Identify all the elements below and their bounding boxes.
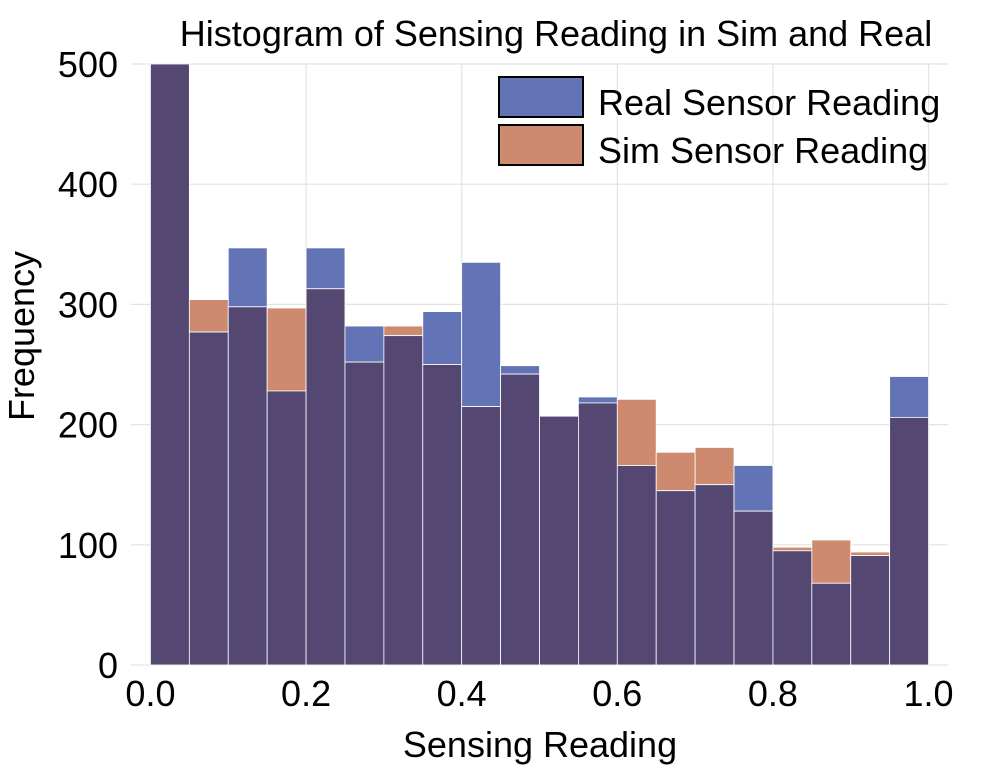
bar-overlap <box>694 484 735 666</box>
bar-real-excess <box>305 247 346 290</box>
bar-overlap <box>655 490 696 666</box>
bar-overlap <box>616 465 657 666</box>
y-tick-label: 400 <box>58 164 118 205</box>
y-tick-label: 100 <box>58 525 118 566</box>
bar-sim-excess <box>811 539 852 584</box>
y-tick-labels: 0 100 200 300 400 500 <box>58 44 118 686</box>
bar-overlap <box>383 335 424 666</box>
bar-real-excess <box>578 396 618 404</box>
x-tick-label: 0.6 <box>592 673 642 714</box>
bar-sim-excess <box>188 299 229 333</box>
x-tick-label: 0.0 <box>125 673 175 714</box>
y-tick-label: 300 <box>58 284 118 325</box>
bar-real-excess <box>500 365 540 375</box>
x-tick-labels: 0.0 0.2 0.4 0.6 0.8 1.0 <box>125 673 953 714</box>
y-tick-label: 500 <box>58 44 118 85</box>
bar-real-excess <box>461 261 501 407</box>
bar-sim-excess <box>655 451 696 492</box>
bar-overlap <box>500 373 540 666</box>
legend-label-sim: Sim Sensor Reading <box>598 130 928 171</box>
histogram-bars <box>150 63 929 666</box>
bar-real-excess <box>733 465 774 512</box>
bar-overlap <box>578 402 618 666</box>
legend-swatch-sim <box>498 124 584 166</box>
x-axis-label: Sensing Reading <box>403 724 677 765</box>
bar-sim-excess <box>850 551 891 557</box>
x-tick-label: 1.0 <box>904 673 954 714</box>
bar-real-excess <box>227 247 268 308</box>
y-tick-label: 0 <box>98 645 118 686</box>
bar-overlap <box>461 406 501 666</box>
bar-sim-excess <box>772 546 813 552</box>
bar-real-excess <box>422 311 463 365</box>
bar-real-excess <box>344 325 385 363</box>
legend-label-real: Real Sensor Reading <box>598 82 940 123</box>
bar-overlap <box>305 288 346 666</box>
bar-overlap <box>188 331 229 666</box>
bar-sim-excess <box>383 325 424 337</box>
x-tick-label: 0.8 <box>748 673 798 714</box>
legend: Real Sensor Reading Sim Sensor Reading <box>498 76 940 171</box>
bar-real-excess <box>889 376 929 418</box>
bar-sim-excess <box>616 398 657 466</box>
bar-overlap <box>344 361 385 666</box>
bar-overlap <box>422 364 463 666</box>
x-tick-label: 0.4 <box>437 673 487 714</box>
bar-overlap <box>150 63 190 666</box>
chart-title: Histogram of Sensing Reading in Sim and … <box>180 13 932 54</box>
bar-overlap <box>889 416 929 666</box>
y-axis-label: Frequency <box>1 251 42 421</box>
bar-sim-excess <box>266 307 307 392</box>
bar-overlap <box>733 510 774 666</box>
bar-overlap <box>227 306 268 666</box>
bar-overlap <box>811 582 852 666</box>
bar-overlap <box>539 415 579 666</box>
bar-overlap <box>772 550 813 666</box>
bar-sim-excess <box>694 447 735 486</box>
bar-overlap <box>266 390 307 666</box>
y-tick-label: 200 <box>58 405 118 446</box>
legend-swatch-real <box>498 76 584 118</box>
bar-overlap <box>850 555 891 666</box>
x-tick-label: 0.2 <box>281 673 331 714</box>
